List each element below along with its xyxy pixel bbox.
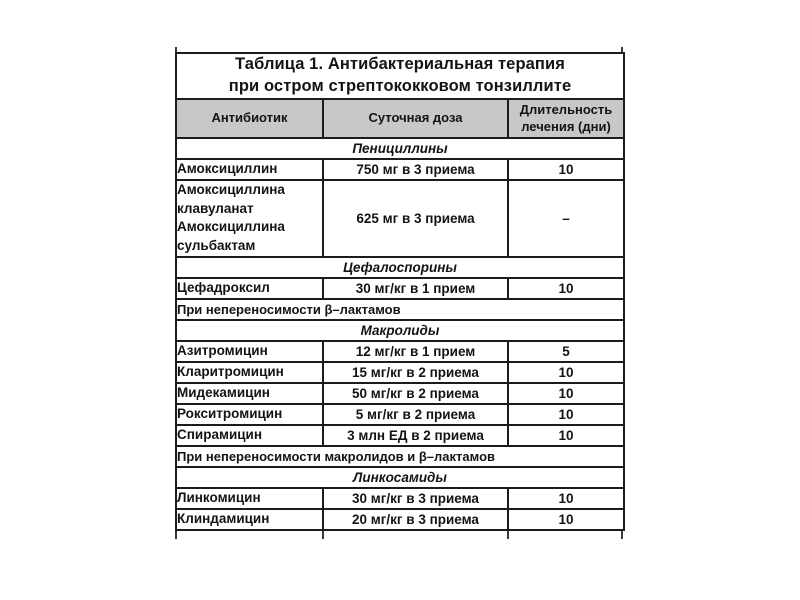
section-label: Линкосамиды (175, 465, 625, 489)
section-label: Цефалоспорины (175, 255, 625, 279)
dose-cell: 30 мг/кг в 1 прием (322, 276, 509, 300)
dose-cell: 20 мг/кг в 3 приема (322, 507, 509, 531)
column-header-antibiotic: Антибиотик (175, 98, 324, 139)
section-row: Макролиды (175, 318, 625, 342)
therapy-table: Таблица 1. Антибактериальная терапия при… (175, 47, 625, 539)
drug-name-cell: Спирамицин (175, 423, 324, 447)
duration-cell: 5 (507, 339, 625, 363)
duration-cell: 10 (507, 158, 625, 181)
section-row: Цефалоспорины (175, 255, 625, 279)
duration-cell: 10 (507, 381, 625, 405)
section-row: Пенициллины (175, 137, 625, 160)
column-header-dose: Суточная доза (322, 98, 509, 139)
scan-line-stub (175, 47, 177, 52)
table-row: Амоксициллина клавуланат Амоксициллина с… (175, 179, 625, 258)
scan-line-stub (621, 47, 623, 52)
duration-cell: 10 (507, 360, 625, 384)
dose-cell: 3 млн ЕД в 2 приема (322, 423, 509, 447)
table-row: Азитромицин 12 мг/кг в 1 прием 5 (175, 339, 625, 363)
duration-cell: 10 (507, 507, 625, 531)
table-body: Таблица 1. Антибактериальная терапия при… (175, 52, 625, 531)
scan-line-stub (507, 530, 509, 539)
drug-name-cell: Амоксициллин (175, 158, 324, 181)
dose-cell: 625 мг в 3 приема (322, 179, 509, 258)
note-row: При непереносимости β–лактамов (175, 297, 625, 321)
dose-cell: 12 мг/кг в 1 прием (322, 339, 509, 363)
dose-cell: 5 мг/кг в 2 приема (322, 402, 509, 426)
dose-cell: 750 мг в 3 приема (322, 158, 509, 181)
scan-line-stub (322, 530, 324, 539)
dose-cell: 30 мг/кг в 3 приема (322, 486, 509, 510)
note-label: При непереносимости макролидов и β–лакта… (175, 444, 625, 468)
note-row: При непереносимости макролидов и β–лакта… (175, 444, 625, 468)
table-title: Таблица 1. Антибактериальная терапия при… (175, 52, 625, 100)
table-row: Рокситромицин 5 мг/кг в 2 приема 10 (175, 402, 625, 426)
dose-cell: 15 мг/кг в 2 приема (322, 360, 509, 384)
scan-line-stub (621, 530, 623, 539)
drug-name-cell: Кларитромицин (175, 360, 324, 384)
duration-cell: 10 (507, 276, 625, 300)
section-label: Пенициллины (175, 137, 625, 160)
table-row: Цефадроксил 30 мг/кг в 1 прием 10 (175, 276, 625, 300)
table-row: Линкомицин 30 мг/кг в 3 приема 10 (175, 486, 625, 510)
column-header-duration: Длительность лечения (дни) (507, 98, 625, 139)
scan-line-stub (175, 530, 177, 539)
drug-name-cell: Амоксициллина клавуланат Амоксициллина с… (175, 179, 324, 258)
table-row: Клиндамицин 20 мг/кг в 3 приема 10 (175, 507, 625, 531)
duration-cell: – (507, 179, 625, 258)
table-row: Спирамицин 3 млн ЕД в 2 приема 10 (175, 423, 625, 447)
table-row: Амоксициллин 750 мг в 3 приема 10 (175, 158, 625, 181)
duration-cell: 10 (507, 486, 625, 510)
drug-name-cell: Рокситромицин (175, 402, 324, 426)
duration-cell: 10 (507, 423, 625, 447)
section-row: Линкосамиды (175, 465, 625, 489)
drug-name-cell: Линкомицин (175, 486, 324, 510)
title-row: Таблица 1. Антибактериальная терапия при… (175, 52, 625, 100)
drug-name-cell: Цефадроксил (175, 276, 324, 300)
table-row: Кларитромицин 15 мг/кг в 2 приема 10 (175, 360, 625, 384)
drug-name-cell: Мидекамицин (175, 381, 324, 405)
section-label: Макролиды (175, 318, 625, 342)
antibiotic-therapy-table: Таблица 1. Антибактериальная терапия при… (175, 52, 625, 531)
note-label: При непереносимости β–лактамов (175, 297, 625, 321)
header-row: Антибиотик Суточная доза Длительность ле… (175, 98, 625, 139)
drug-name-cell: Азитромицин (175, 339, 324, 363)
table-row: Мидекамицин 50 мг/кг в 2 приема 10 (175, 381, 625, 405)
dose-cell: 50 мг/кг в 2 приема (322, 381, 509, 405)
drug-name-cell: Клиндамицин (175, 507, 324, 531)
duration-cell: 10 (507, 402, 625, 426)
